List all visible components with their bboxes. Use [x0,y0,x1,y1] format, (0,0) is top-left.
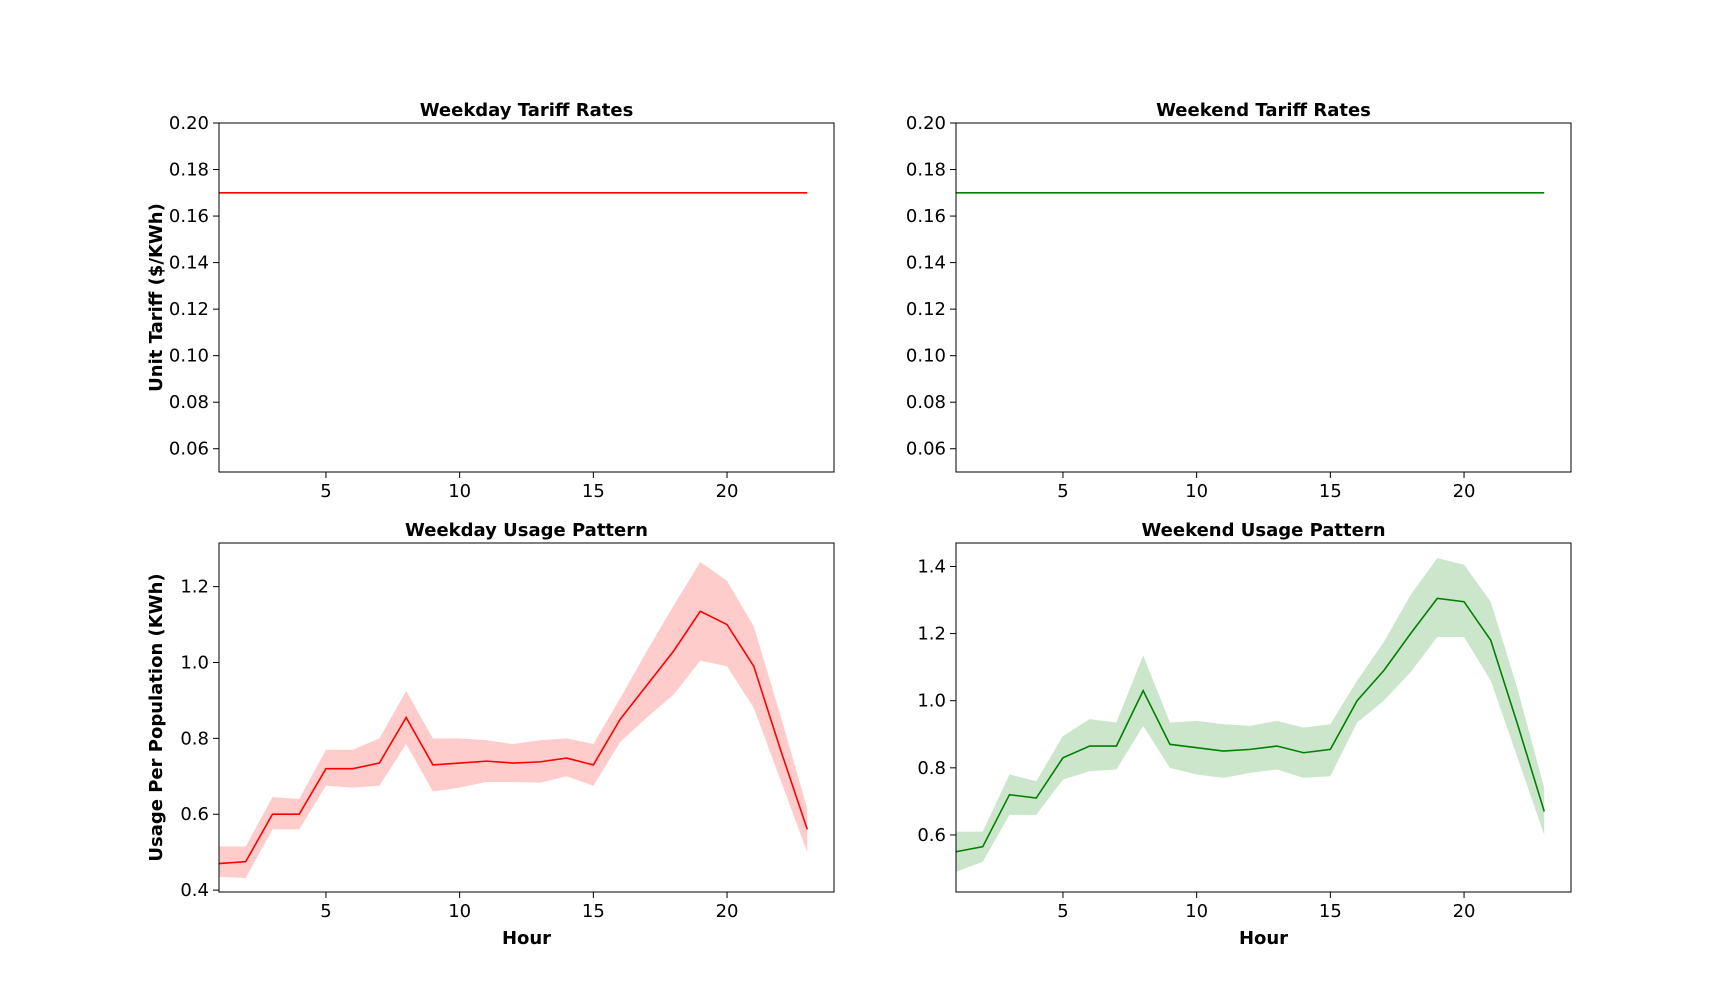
weekend-tariff-xtick-label: 10 [1185,481,1208,502]
weekend-usage-ytick-label: 1.0 [917,691,946,712]
weekend-usage-xlabel: Hour [1239,928,1288,949]
weekend-usage-panel: 5 10 15 20 0.6 0.8 1.0 1.2 1.4 Weekend Usage Patt… [917,520,1572,949]
weekday-usage-xtick-label: 15 [582,901,605,922]
weekday-tariff-xtick-label: 15 [582,481,605,502]
weekend-usage-xtick-label: 15 [1319,901,1342,922]
weekday-tariff-ytick-label: 0.20 [169,113,209,134]
weekday-usage-series-line [218,610,809,865]
weekend-usage-series-line [955,597,1546,853]
weekday-usage-xtick-label: 20 [716,901,739,922]
weekday-tariff-title: Weekday Tariff Rates [420,100,634,121]
weekday-tariff-ylabel: Unit Tariff ($/KWh) [146,203,167,392]
weekend-tariff-xtick-label: 5 [1057,481,1068,502]
weekday-usage-title: Weekday Usage Pattern [405,520,648,541]
weekend-tariff-panel: 5 10 15 20 0.06 0.08 0.10 0.12 0.14 0.16 0.18 0.20 W… [906,100,1572,502]
weekday-usage-ytick-label: 1.2 [180,577,209,598]
weekend-tariff-title: Weekend Tariff Rates [1156,100,1371,121]
weekday-tariff-ytick-label: 0.14 [169,253,209,274]
weekend-usage-ytick-label: 1.4 [917,556,946,577]
weekday-usage-confidence-band [219,561,808,878]
weekday-usage-ytick-label: 0.6 [180,804,209,825]
weekday-usage-xtick-label: 10 [448,901,471,922]
weekday-tariff-ytick-label: 0.08 [169,392,209,413]
weekend-tariff-ytick-label: 0.06 [906,439,946,460]
weekday-usage-ytick-label: 0.8 [180,728,209,749]
weekday-usage-panel: 5 10 15 20 0.4 0.6 0.8 1.0 1.2 Weekday Usage Patt… [146,520,835,949]
weekend-usage-confidence-band [956,558,1545,872]
weekday-usage-ylabel: Usage Per Population (KWh) [146,573,167,861]
weekday-tariff-ytick-label: 0.16 [169,206,209,227]
weekend-tariff-xtick-label: 15 [1319,481,1342,502]
weekday-usage-axes-frame [218,542,835,893]
weekday-tariff-ytick-label: 0.06 [169,439,209,460]
weekend-tariff-xtick-label: 20 [1453,481,1476,502]
weekday-usage-ytick-label: 0.4 [180,880,209,901]
weekend-usage-xtick-label: 10 [1185,901,1208,922]
weekend-usage-ytick-label: 0.6 [917,825,946,846]
weekend-tariff-ytick-label: 0.18 [906,160,946,181]
weekday-tariff-axes-frame [218,122,835,473]
weekday-tariff-ytick-label: 0.10 [169,346,209,367]
weekday-tariff-ytick-label: 0.12 [169,299,209,320]
weekend-tariff-ytick-label: 0.16 [906,206,946,227]
weekday-usage-xtick-label: 5 [320,901,331,922]
weekend-usage-ytick-label: 1.2 [917,624,946,645]
weekend-tariff-ytick-label: 0.20 [906,113,946,134]
weekend-usage-xtick-label: 20 [1453,901,1476,922]
weekend-tariff-ytick-label: 0.12 [906,299,946,320]
weekend-usage-xtick-label: 5 [1057,901,1068,922]
weekday-tariff-xtick-label: 5 [320,481,331,502]
weekend-usage-ytick-label: 0.8 [917,758,946,779]
weekend-usage-title: Weekend Usage Pattern [1141,520,1385,541]
weekend-tariff-ytick-label: 0.14 [906,253,946,274]
weekend-tariff-axes-frame [955,122,1572,473]
weekend-tariff-ytick-label: 0.08 [906,392,946,413]
weekend-tariff-ytick-label: 0.10 [906,346,946,367]
weekday-usage-xlabel: Hour [502,928,551,949]
weekend-usage-axes-frame [955,542,1572,893]
weekday-tariff-xtick-label: 20 [716,481,739,502]
weekday-tariff-panel: 5 10 15 20 0.06 0.08 0.10 0.12 0.14 0.16 0.18 0.20 W… [146,100,835,502]
weekday-tariff-ytick-label: 0.18 [169,160,209,181]
weekday-tariff-xtick-label: 10 [448,481,471,502]
weekday-usage-ytick-label: 1.0 [180,652,209,673]
